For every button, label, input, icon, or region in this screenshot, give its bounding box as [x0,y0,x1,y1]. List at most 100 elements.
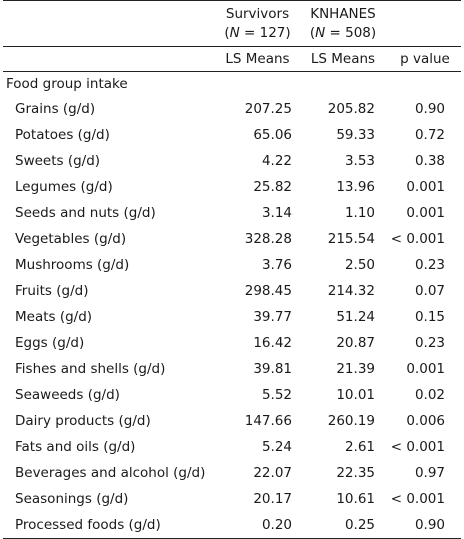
knhanes-n-value: = 508) [325,25,377,41]
row-knhanes-value: 2.61 [344,439,375,455]
row-survivors-value: 39.81 [253,361,292,377]
table-row: Seeds and nuts (g/d) 3.14 1.10 0.001 [3,200,461,226]
section-row: Food group intake [3,72,461,97]
row-p-value: 0.07 [414,283,445,299]
table-header: Survivors (N = 127) KNHANES (N = 508) LS… [3,0,461,72]
row-p-value: 0.38 [414,153,445,169]
row-label: Legumes (g/d) [15,179,113,195]
row-label: Seasonings (g/d) [15,491,129,507]
row-knhanes-value: 205.82 [327,101,375,117]
survivors-n-open: ( [224,25,230,41]
row-survivors-value: 207.25 [244,101,292,117]
row-p-value: 0.006 [406,413,445,429]
row-knhanes-value: 260.19 [327,413,375,429]
row-survivors-value: 39.77 [253,309,292,325]
row-survivors-value: 4.22 [261,153,292,169]
row-knhanes-value: 3.53 [344,153,375,169]
row-knhanes-value: 214.32 [327,283,375,299]
row-p-value: 0.72 [414,127,445,143]
row-survivors-value: 3.76 [261,257,292,273]
row-knhanes-value: 51.24 [336,309,375,325]
header-survivors: Survivors (N = 127) [218,0,297,47]
row-knhanes-value: 10.61 [336,491,375,507]
row-knhanes-value: 22.35 [336,465,375,481]
row-knhanes-value: 59.33 [336,127,375,143]
survivors-n-var: N [229,25,240,41]
row-p-value: 0.90 [389,512,461,539]
table-row: Mushrooms (g/d) 3.76 2.50 0.23 [3,252,461,278]
row-survivors-value: 5.52 [261,387,292,403]
row-p-value: 0.23 [414,257,445,273]
row-p-value: 0.90 [414,101,445,117]
row-label: Processed foods (g/d) [3,512,218,539]
section-title: Food group intake [6,76,128,92]
header-blank-cell [3,0,218,47]
row-survivors-value: 65.06 [253,127,292,143]
table-row: Dairy products (g/d) 147.66 260.19 0.006 [3,408,461,434]
row-survivors-value: 3.14 [261,205,292,221]
table-row: Seasonings (g/d) 20.17 10.61 < 0.001 [3,486,461,512]
row-knhanes-value: 215.54 [327,231,375,247]
row-label: Fishes and shells (g/d) [15,361,166,377]
row-p-value: 0.001 [406,361,445,377]
header-sub-survivors: LS Means [218,46,297,72]
row-knhanes-value: 10.01 [336,387,375,403]
row-label: Sweets (g/d) [15,153,101,169]
row-survivors-value: 25.82 [253,179,292,195]
row-survivors-value: 20.17 [253,491,292,507]
row-survivors-value: 298.45 [244,283,292,299]
row-survivors-value: 16.42 [253,335,292,351]
row-p-value: < 0.001 [390,439,445,455]
table-row: Legumes (g/d) 25.82 13.96 0.001 [3,174,461,200]
header-sub-p: p value [389,46,461,72]
header-knhanes-label: KNHANES [310,6,376,22]
row-label: Grains (g/d) [15,101,96,117]
row-knhanes-value: 2.50 [344,257,375,273]
row-label: Fruits (g/d) [15,283,89,299]
knhanes-n-open: ( [309,25,316,41]
row-p-value: 0.02 [414,387,445,403]
table-row: Fruits (g/d) 298.45 214.32 0.07 [3,278,461,304]
table-row: Beverages and alcohol (g/d) 22.07 22.35 0.9… [3,460,461,486]
table-body: Food group intake Grains (g/d) 207.25 205.… [3,72,461,539]
header-sub-blank [3,46,218,72]
row-label: Eggs (g/d) [15,335,85,351]
table-row: Sweets (g/d) 4.22 3.53 0.38 [3,148,461,174]
table-row: Potatoes (g/d) 65.06 59.33 0.72 [3,122,461,148]
row-label: Meats (g/d) [15,309,93,325]
row-label: Potatoes (g/d) [15,127,110,143]
row-knhanes-value: 0.25 [297,512,389,539]
table-row: Vegetables (g/d) 328.28 215.54 < 0.001 [3,226,461,252]
row-survivors-value: 22.07 [253,465,292,481]
row-p-value: 0.15 [414,309,445,325]
row-p-value: 0.23 [414,335,445,351]
food-intake-table: Survivors (N = 127) KNHANES (N = 508) LS… [3,0,461,539]
header-sub-knhanes: LS Means [297,46,389,72]
header-knhanes: KNHANES (N = 508) [297,0,389,47]
row-knhanes-value: 1.10 [344,205,375,221]
row-p-value: < 0.001 [390,491,445,507]
row-p-value: < 0.001 [390,231,445,247]
row-survivors-value: 5.24 [261,439,292,455]
header-p-blank-cell [389,0,461,47]
row-label: Beverages and alcohol (g/d) [15,465,206,481]
row-label: Dairy products (g/d) [15,413,151,429]
row-survivors-value: 147.66 [244,413,292,429]
row-label: Mushrooms (g/d) [15,257,130,273]
row-label: Fats and oils (g/d) [15,439,136,455]
row-knhanes-value: 21.39 [336,361,375,377]
row-knhanes-value: 20.87 [336,335,375,351]
table-row: Grains (g/d) 207.25 205.82 0.90 [3,96,461,122]
table-row: Meats (g/d) 39.77 51.24 0.15 [3,304,461,330]
table-row: Fishes and shells (g/d) 39.81 21.39 0.001 [3,356,461,382]
row-survivors-value: 0.20 [218,512,297,539]
row-p-value: 0.001 [406,205,445,221]
header-survivors-label: Survivors [225,6,290,22]
table-row: Processed foods (g/d) 0.20 0.25 0.90 [3,512,461,539]
row-knhanes-value: 13.96 [336,179,375,195]
row-survivors-value: 328.28 [244,231,292,247]
survivors-n-value: = 127) [239,25,291,41]
header-sub-row: LS Means LS Means p value [3,46,461,72]
row-label: Seaweeds (g/d) [15,387,120,403]
